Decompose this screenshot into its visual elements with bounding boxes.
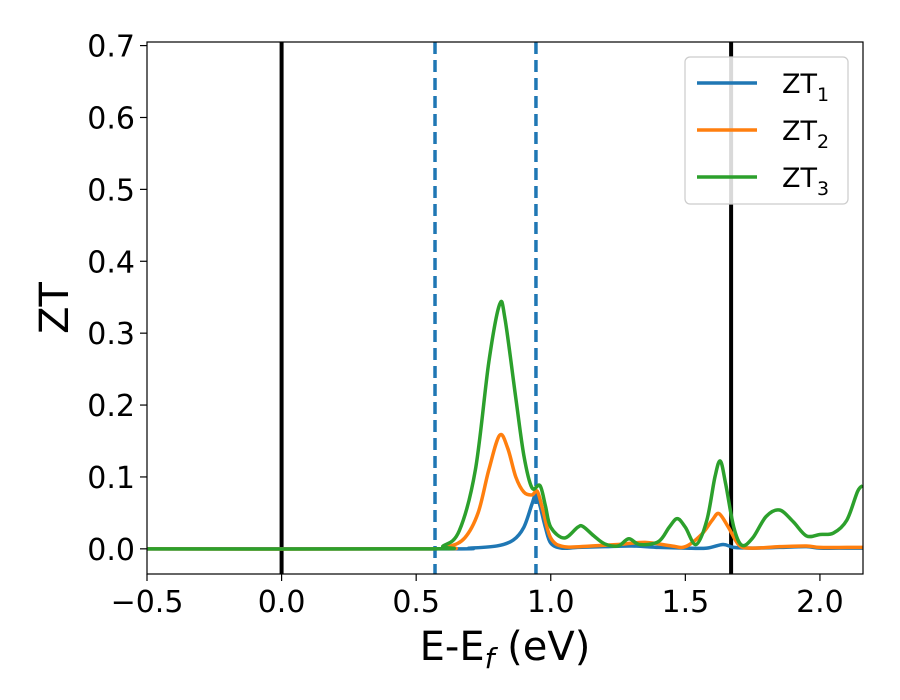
x-tick-label: 2.0 <box>796 585 844 620</box>
x-tick-label: 0.0 <box>258 585 306 620</box>
legend-label-subscript: 1 <box>817 84 829 106</box>
series-line-zt1 <box>147 492 863 551</box>
plot-frame <box>146 41 864 575</box>
x-axis-title: E-Ef (eV) <box>420 624 591 675</box>
legend-label-zt2: ZT2 <box>782 116 829 153</box>
y-tick-label: 0.2 <box>87 389 135 424</box>
legend-label-main: ZT <box>782 116 817 147</box>
axes-layer: −0.5 0.0 0.5 1.0 1.5 2.0 0.0 0.1 0.2 0.3 0.4 0.5 0.6… <box>32 30 864 675</box>
y-tick-label: 0.7 <box>87 30 135 65</box>
y-tick-label: 0.5 <box>87 173 135 208</box>
legend-label-main: ZT <box>782 163 817 194</box>
x-tick-label: 1.0 <box>527 585 575 620</box>
legend-label-main: ZT <box>782 69 817 100</box>
x-axis-title-unit: (eV) <box>494 624 590 670</box>
legend-label-subscript: 3 <box>817 178 829 200</box>
x-tick-label: 1.5 <box>661 585 709 620</box>
y-tick-label: 0.4 <box>87 245 135 280</box>
y-axis-title: ZT <box>32 282 78 334</box>
legend-label-subscript: 2 <box>817 131 829 153</box>
x-tick-label: 0.5 <box>392 585 440 620</box>
series-line-zt3 <box>147 299 863 551</box>
series-line-zt2 <box>147 432 863 551</box>
legend-label-zt3: ZT3 <box>782 163 829 200</box>
legend-box <box>684 56 849 205</box>
y-tick-label: 0.3 <box>87 317 135 352</box>
y-tick-label: 0.1 <box>87 461 135 496</box>
x-axis-title-main: E-E <box>420 624 485 670</box>
legend-label-zt1: ZT1 <box>782 69 829 106</box>
x-tick-label: −0.5 <box>111 585 184 620</box>
y-tick-label: 0.0 <box>87 533 135 568</box>
y-tick-label: 0.6 <box>87 101 135 136</box>
